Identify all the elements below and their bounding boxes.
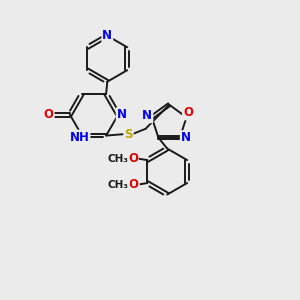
Text: O: O: [44, 108, 54, 121]
Text: O: O: [128, 152, 138, 165]
Text: CH₃: CH₃: [107, 154, 128, 164]
Text: O: O: [183, 106, 193, 119]
Text: NH: NH: [70, 130, 90, 143]
Text: S: S: [124, 128, 133, 141]
Text: CH₃: CH₃: [108, 179, 129, 190]
Text: N: N: [181, 131, 191, 144]
Text: O: O: [129, 178, 139, 191]
Text: N: N: [142, 109, 152, 122]
Text: N: N: [102, 29, 112, 42]
Text: N: N: [117, 108, 127, 121]
